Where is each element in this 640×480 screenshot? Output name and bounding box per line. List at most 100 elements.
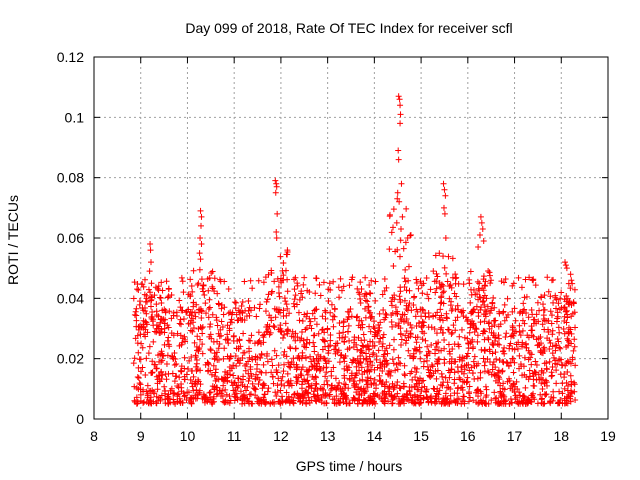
data-point: [393, 219, 400, 226]
data-point: [327, 386, 334, 393]
data-point: [215, 330, 222, 337]
data-point: [284, 305, 291, 312]
data-point: [323, 369, 330, 376]
data-point: [446, 374, 453, 381]
data-point: [396, 253, 403, 260]
data-point: [447, 281, 454, 288]
data-point: [208, 371, 215, 378]
data-point: [521, 320, 528, 327]
data-point: [195, 391, 202, 398]
data-point: [491, 389, 498, 396]
data-point: [405, 334, 412, 341]
data-point: [372, 278, 379, 285]
data-point: [564, 314, 571, 321]
data-point: [181, 354, 188, 361]
data-point: [134, 286, 141, 293]
data-point: [401, 383, 408, 390]
data-point: [503, 314, 510, 321]
data-point: [249, 400, 256, 407]
data-point: [568, 381, 575, 388]
data-point: [299, 364, 306, 371]
data-point: [428, 342, 435, 349]
data-point: [437, 306, 444, 313]
data-point: [401, 372, 408, 379]
data-point: [316, 367, 323, 374]
data-point: [330, 364, 337, 371]
data-point: [537, 391, 544, 398]
data-point: [188, 367, 195, 374]
data-point: [143, 310, 150, 317]
data-point: [311, 393, 318, 400]
data-point: [300, 337, 307, 344]
data-point: [355, 289, 362, 296]
data-point: [567, 393, 574, 400]
data-point: [467, 268, 474, 275]
data-point: [328, 301, 335, 308]
data-point: [156, 372, 163, 379]
data-point: [346, 282, 353, 289]
data-point: [205, 314, 212, 321]
data-point: [499, 368, 506, 375]
data-point: [268, 369, 275, 376]
data-point: [302, 378, 309, 385]
data-point: [383, 357, 390, 364]
data-point: [214, 384, 221, 391]
data-point: [311, 315, 318, 322]
data-point: [548, 320, 555, 327]
data-point: [423, 389, 430, 396]
data-point: [379, 340, 386, 347]
data-point: [493, 356, 500, 363]
data-point: [401, 362, 408, 369]
data-point: [395, 156, 402, 163]
data-point: [188, 353, 195, 360]
x-tick-label: 18: [553, 428, 569, 444]
data-point: [225, 285, 232, 292]
data-point: [388, 298, 395, 305]
data-point: [337, 388, 344, 395]
data-point: [393, 361, 400, 368]
data-point: [495, 399, 502, 406]
data-point: [385, 398, 392, 405]
data-point: [536, 307, 543, 314]
data-point: [384, 370, 391, 377]
data-point: [367, 328, 374, 335]
data-point: [232, 299, 239, 306]
data-point: [329, 316, 336, 323]
data-point: [197, 324, 204, 331]
data-point: [147, 289, 154, 296]
data-point: [264, 358, 271, 365]
data-point: [563, 293, 570, 300]
data-point: [552, 347, 559, 354]
data-point: [176, 297, 183, 304]
data-point: [564, 342, 571, 349]
data-point: [364, 377, 371, 384]
data-point: [447, 398, 454, 405]
data-point: [150, 388, 157, 395]
data-point: [327, 332, 334, 339]
data-point: [518, 284, 525, 291]
data-point: [469, 309, 476, 316]
plot-frame: [93, 56, 609, 420]
data-point: [390, 360, 397, 367]
data-point: [220, 382, 227, 389]
data-point: [465, 361, 472, 368]
data-point: [460, 307, 467, 314]
data-point: [572, 362, 579, 369]
data-point: [363, 344, 370, 351]
data-point: [568, 313, 575, 320]
data-point: [146, 387, 153, 394]
data-point: [164, 294, 171, 301]
data-point: [512, 317, 519, 324]
data-point: [237, 308, 244, 315]
data-point: [130, 360, 137, 367]
data-point: [178, 363, 185, 370]
data-point: [548, 369, 555, 376]
data-point: [131, 355, 138, 362]
data-point: [390, 206, 397, 213]
data-point: [160, 352, 167, 359]
data-point: [486, 319, 493, 326]
data-point: [255, 277, 262, 284]
data-point: [362, 305, 369, 312]
data-point: [326, 393, 333, 400]
data-point: [554, 315, 561, 322]
